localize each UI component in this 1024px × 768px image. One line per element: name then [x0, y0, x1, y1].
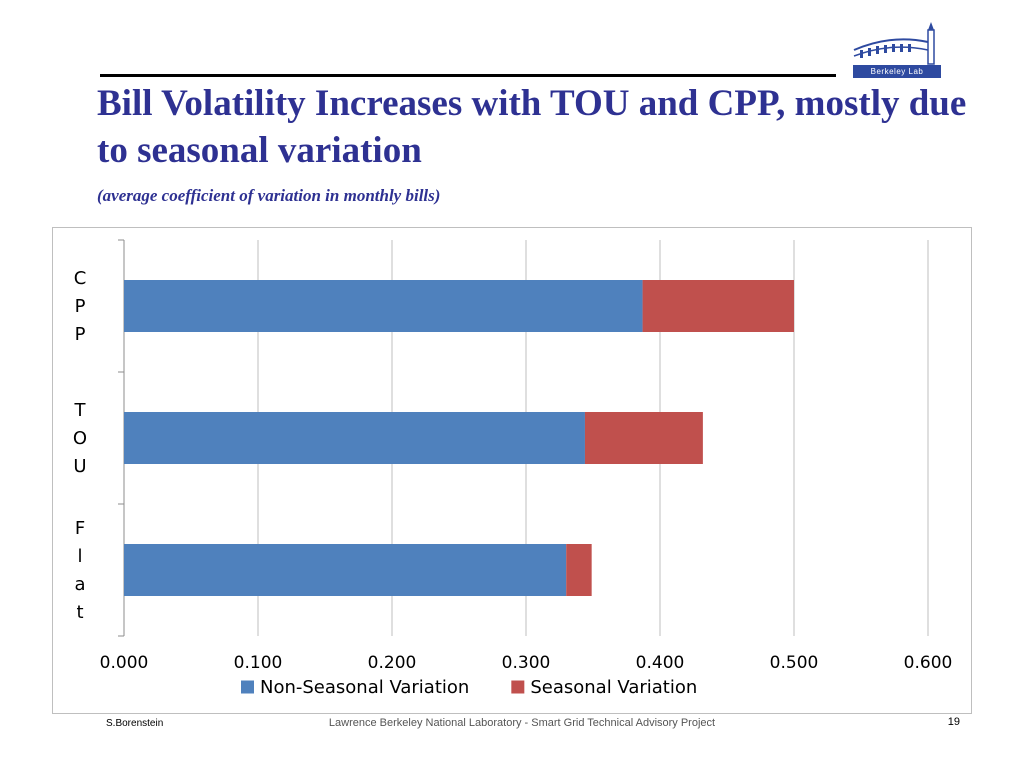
- y-category-char: U: [73, 456, 86, 477]
- y-category-char: l: [77, 546, 82, 567]
- y-category-char: O: [73, 428, 87, 449]
- x-tick-label: 0.500: [770, 653, 819, 673]
- bar-seasonal: [642, 280, 794, 332]
- y-category-char: P: [75, 324, 86, 345]
- bar-seasonal: [566, 544, 592, 596]
- page-number: 19: [947, 716, 960, 728]
- y-category-char: C: [74, 268, 87, 289]
- footer-organization: Lawrence Berkeley National Laboratory - …: [328, 717, 716, 729]
- slide-title: Bill Volatility Increases with TOU and C…: [97, 83, 967, 171]
- y-category-char: F: [75, 518, 85, 539]
- x-tick-label: 0.000: [100, 653, 149, 673]
- legend-swatch: [241, 680, 254, 694]
- bar-non-seasonal: [124, 544, 567, 596]
- y-category-char: t: [76, 602, 83, 623]
- bar-non-seasonal: [124, 412, 585, 464]
- x-tick-label: 0.400: [636, 653, 685, 673]
- legend-label: Seasonal Variation: [530, 677, 697, 698]
- chart-frame: 0.000 0.100 0.200 0.300 0.400 0.500 0.600 C P P T O…: [52, 227, 972, 714]
- bar-seasonal: [584, 412, 703, 464]
- slide-subtitle: (average coefficient of variation in mon…: [97, 186, 441, 205]
- berkeley-lab-logo: [853, 22, 935, 65]
- footer-author: S.Borenstein: [106, 718, 164, 729]
- x-tick-label: 0.200: [368, 653, 417, 673]
- bar-non-seasonal: [124, 280, 643, 332]
- logo-text: Berkeley Lab: [853, 65, 941, 78]
- title-rule: [100, 74, 836, 77]
- y-category-char: T: [74, 400, 87, 421]
- legend-label: Non-Seasonal Variation: [260, 677, 469, 698]
- x-tick-label: 0.300: [502, 653, 551, 673]
- y-category-char: P: [75, 296, 86, 317]
- y-category-char: a: [74, 574, 85, 595]
- legend-swatch: [511, 680, 525, 694]
- x-tick-label: 0.100: [234, 653, 283, 673]
- x-tick-label: 0.600: [904, 653, 953, 673]
